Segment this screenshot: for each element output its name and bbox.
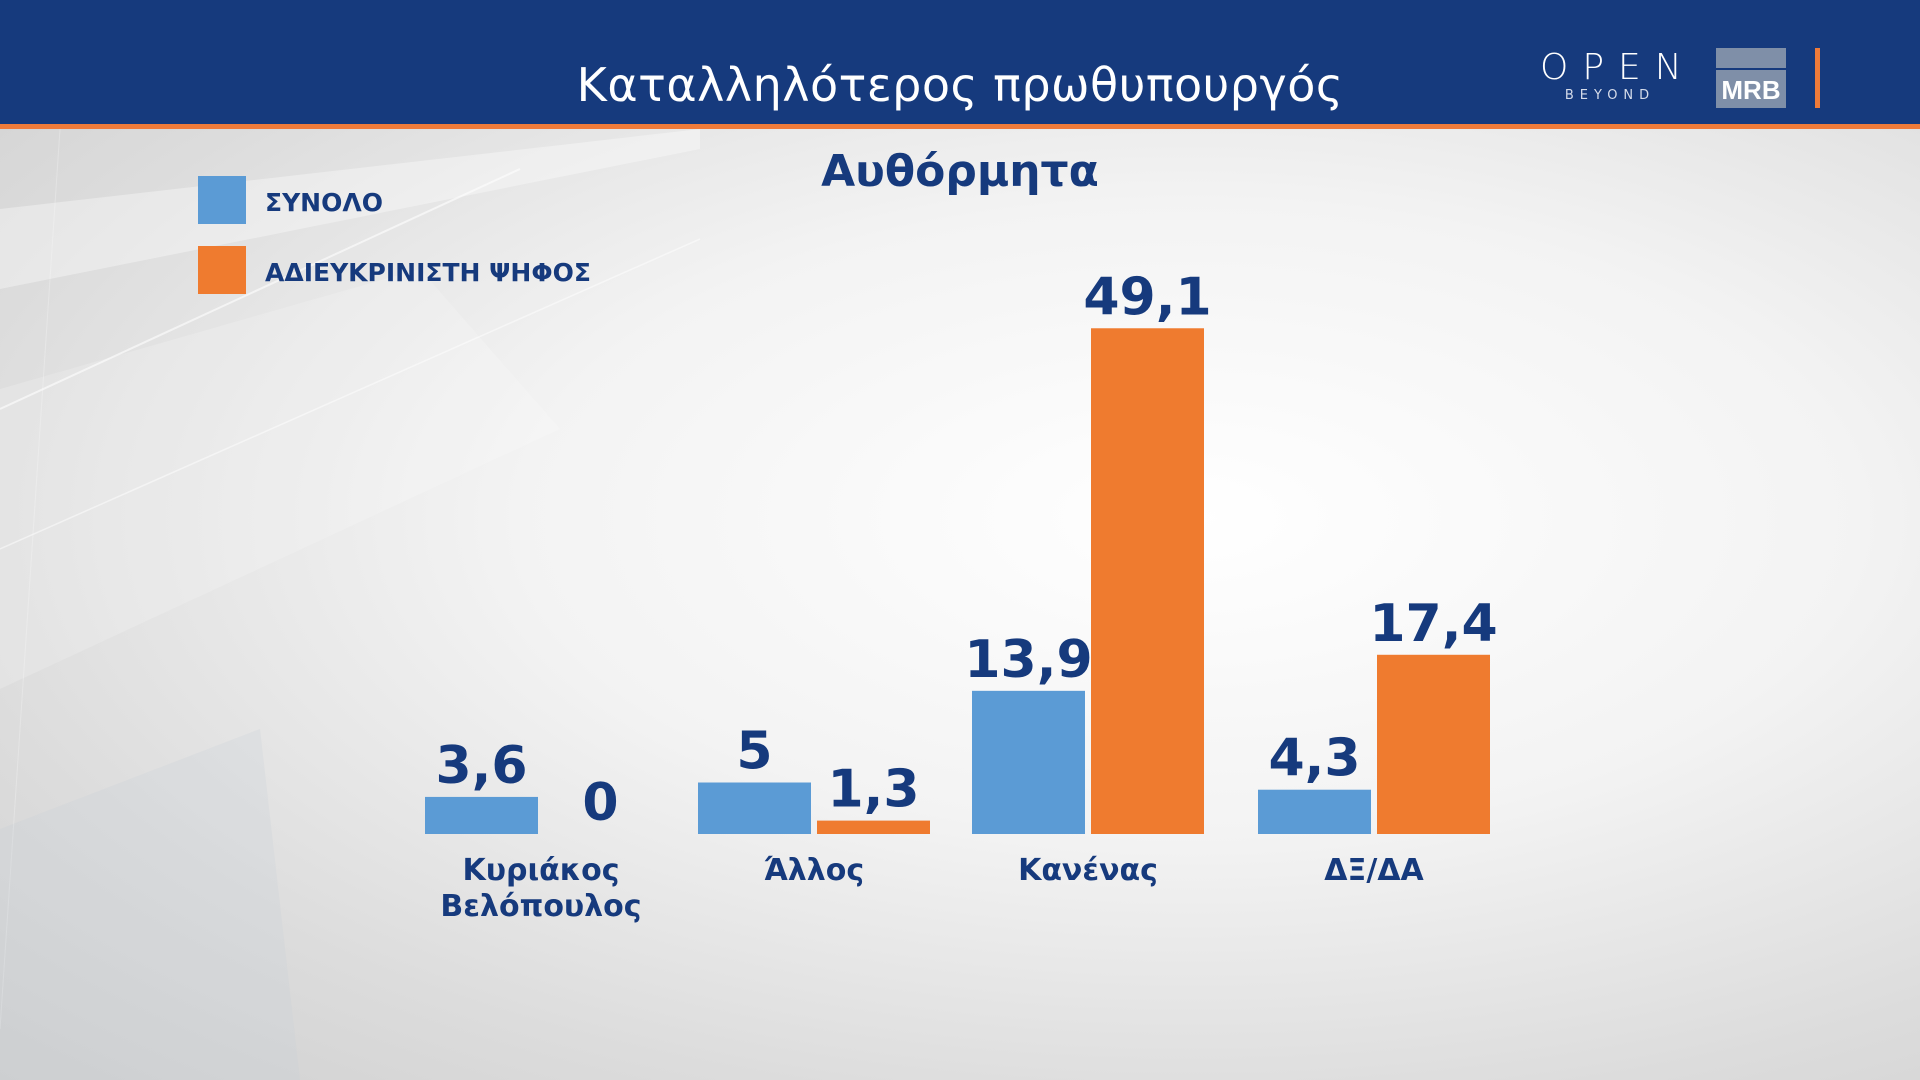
mrb-logo-top bbox=[1716, 48, 1786, 68]
chart-title: Αυθόρμητα bbox=[821, 146, 1099, 197]
category-label-3-line-0: ΔΞ/ΔΑ bbox=[1324, 853, 1424, 888]
bar-3-series-0 bbox=[1258, 789, 1371, 834]
background-decoration bbox=[0, 129, 700, 1080]
value-label-0-series-0: 3,6 bbox=[435, 736, 527, 796]
open-beyond-logo: OPEN BEYOND bbox=[1540, 47, 1696, 104]
bar-2-series-0 bbox=[972, 690, 1085, 834]
legend-label-undecided: ΑΔΙΕΥΚΡΙΝΙΣΤΗ ΨΗΦΟΣ bbox=[265, 258, 591, 287]
category-label-2-line-0: Κανένας bbox=[1018, 853, 1158, 888]
open-logo-sub: BEYOND bbox=[1564, 88, 1656, 103]
value-label-3-series-1: 17,4 bbox=[1369, 594, 1497, 654]
header-bar: Καταλληλότερος πρωθυπουργός OPEN BEYOND … bbox=[0, 0, 1920, 129]
mrb-logo-text: MRB bbox=[1716, 70, 1786, 108]
bar-3-series-1 bbox=[1377, 654, 1490, 834]
page-title: Καταλληλότερος πρωθυπουργός bbox=[576, 58, 1344, 112]
value-label-2-series-1: 49,1 bbox=[1083, 267, 1211, 327]
open-logo-word: OPEN bbox=[1540, 47, 1696, 88]
bar-1-series-0 bbox=[698, 782, 811, 834]
value-label-2-series-0: 13,9 bbox=[964, 630, 1092, 690]
mrb-logo: MRB bbox=[1716, 48, 1786, 108]
legend-swatch-undecided bbox=[198, 246, 246, 294]
accent-divider bbox=[1815, 48, 1820, 108]
category-label-0-line-1: Βελόπουλος bbox=[440, 889, 641, 924]
value-label-1-series-0: 5 bbox=[736, 722, 772, 782]
category-label-0-line-0: Κυριάκος bbox=[463, 853, 620, 888]
bar-2-series-1 bbox=[1091, 328, 1204, 834]
value-label-1-series-1: 1,3 bbox=[827, 760, 919, 820]
category-label-1-line-0: Άλλος bbox=[764, 853, 864, 888]
value-label-0-series-1: 0 bbox=[582, 773, 618, 833]
bar-1-series-1 bbox=[817, 820, 930, 834]
bar-0-series-0 bbox=[425, 796, 538, 834]
value-label-3-series-0: 4,3 bbox=[1268, 729, 1360, 789]
legend-label-total: ΣΥΝΟΛΟ bbox=[265, 188, 383, 217]
legend-swatch-total bbox=[198, 176, 246, 224]
